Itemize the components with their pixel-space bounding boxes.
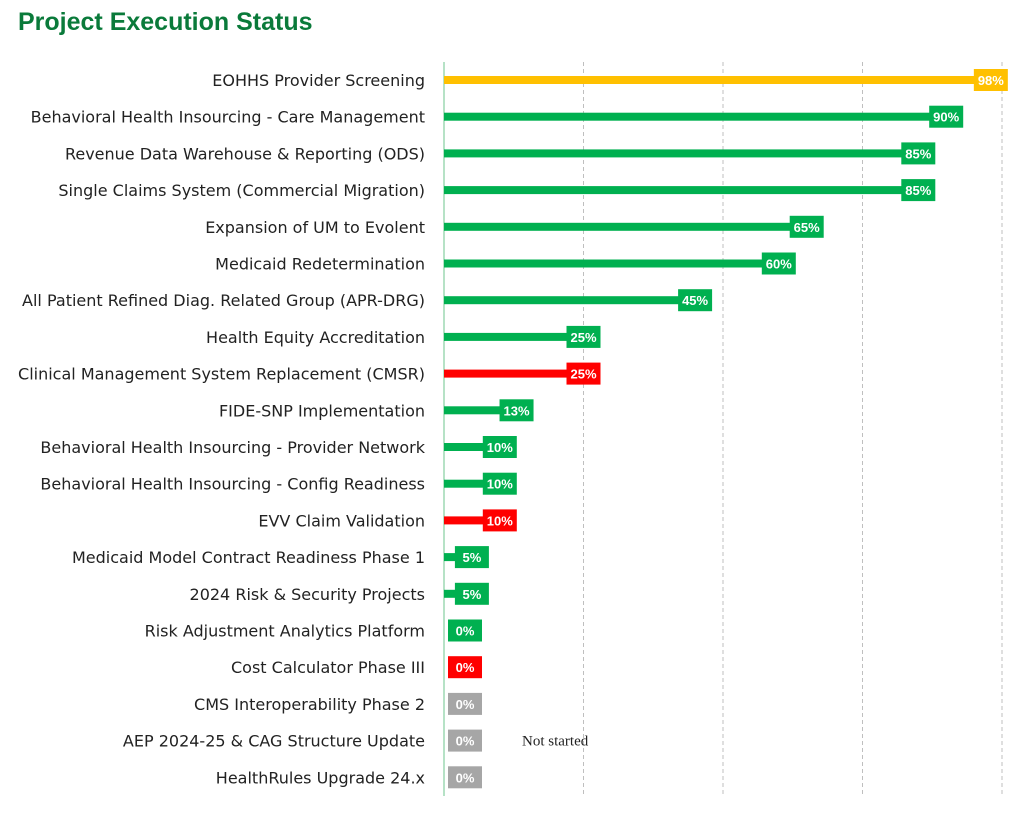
data-label-box [566,362,601,385]
data-label: 25% [570,367,596,382]
data-label: 13% [504,403,530,418]
bar [444,149,919,158]
data-label: 0% [456,697,475,712]
category-label: Single Claims System (Commercial Migrati… [58,181,425,200]
data-label-box [901,179,936,202]
data-label-box [789,215,824,238]
data-label-box [901,142,936,165]
data-label: 10% [487,513,513,528]
category-label: HealthRules Upgrade 24.x [216,768,425,787]
category-label: Behavioral Health Insourcing - Care Mana… [31,108,425,127]
data-label: 10% [487,440,513,455]
bar [444,516,500,525]
bar [444,443,500,451]
data-label-box [482,472,517,495]
data-label-box [448,656,482,679]
data-label-box [448,619,482,642]
data-label-box [761,252,796,275]
data-label-box [448,729,482,752]
data-label: 0% [456,770,475,785]
data-label-box [448,766,482,789]
data-label-box [482,436,517,458]
category-label: EVV Claim Validation [258,511,425,530]
bar [444,76,991,84]
category-label: Behavioral Health Insourcing - Config Re… [40,475,425,494]
category-label: AEP 2024-25 & CAG Structure Update [123,732,425,751]
category-label: Cost Calculator Phase III [231,658,425,677]
category-label: 2024 Risk & Security Projects [190,585,425,604]
data-label-box [678,289,713,312]
data-label: 65% [794,220,820,235]
category-label: Revenue Data Warehouse & Reporting (ODS) [65,144,425,163]
bar [444,222,807,231]
category-label: Health Equity Accreditation [206,328,425,347]
data-label-box [482,509,517,532]
data-label: 5% [463,587,482,602]
annotation-not-started: Not started [522,734,589,750]
data-label-box [499,399,534,422]
category-label: FIDE-SNP Implementation [219,401,425,420]
data-label-box [566,325,601,348]
data-label-box [973,69,1008,91]
data-label: 10% [487,477,513,492]
bar [444,406,517,415]
data-label: 45% [682,293,708,308]
bar [444,296,696,305]
category-label: Risk Adjustment Analytics Platform [145,622,425,641]
data-label: 98% [978,73,1004,88]
bar [444,369,584,378]
data-label: 0% [456,624,475,639]
bar [444,112,947,121]
data-label: 85% [905,183,931,198]
bar [444,332,584,341]
bar [444,186,919,195]
data-label: 5% [463,550,482,565]
bar [444,479,500,488]
data-label: 0% [456,660,475,675]
category-label: Medicaid Model Contract Readiness Phase … [72,548,425,567]
category-label: Expansion of UM to Evolent [205,218,425,237]
category-label: Medicaid Redetermination [215,255,425,274]
data-label: 25% [570,330,596,345]
data-label-box [454,582,489,605]
data-label: 85% [905,146,931,161]
category-label: EOHHS Provider Screening [212,71,425,90]
data-label: 90% [933,110,959,125]
data-label-box [929,105,964,128]
chart-title: Project Execution Status [18,8,313,36]
category-label: Clinical Management System Replacement (… [18,365,425,384]
bar [444,259,779,268]
category-label: CMS Interoperability Phase 2 [194,695,425,714]
category-label: All Patient Refined Diag. Related Group … [22,291,425,310]
data-label-box [448,692,482,715]
data-label-box [454,546,489,569]
category-label: Behavioral Health Insourcing - Provider … [40,438,425,457]
data-label: 60% [766,257,792,272]
data-label: 0% [456,734,475,749]
